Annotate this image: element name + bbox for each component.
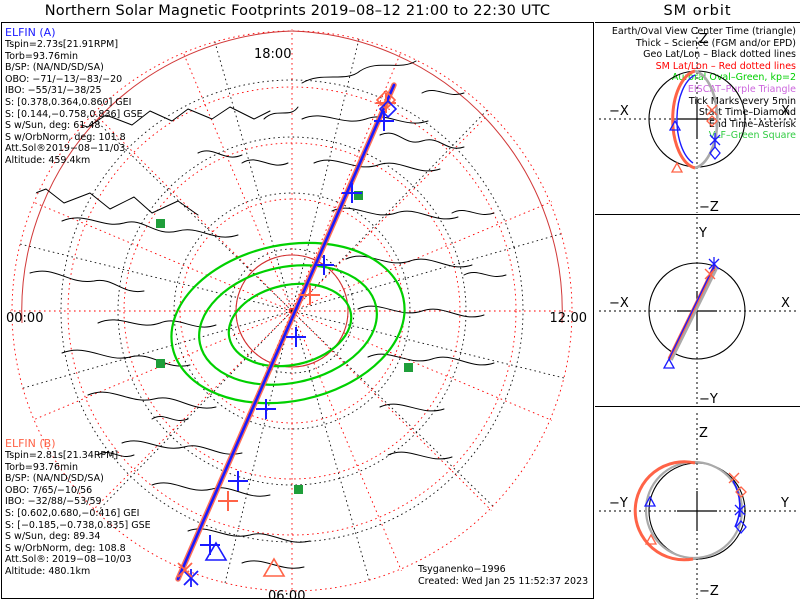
elfin-a-line-s-sun: S w/Sun, deg: 61.48 <box>5 120 101 132</box>
sm-xy-label-top: Y <box>698 226 707 241</box>
legend-item-thick-science: Thick – Science (FGM and/or EPD) <box>635 37 796 49</box>
elfin-b-line-obo: OBO: 7/65/−10/56 <box>5 484 93 496</box>
mlt-label-dawn: 06:00 <box>268 589 306 599</box>
elfin-b-line-tspin: Tspin=2.81s[21.34RPM] <box>5 450 119 461</box>
sm-xz-label-top: Z <box>699 32 708 47</box>
elfin-b-line-attsol: Att.Sol®: 2019−08−10/03 <box>5 554 132 566</box>
elfin-a-tick-marks <box>200 111 394 555</box>
sm-orbit-yz-svg: −Y Y Z −Z <box>599 413 796 599</box>
elfin-a-line-s-gse: S: [0.144,−0.758,0.836] GSE <box>5 108 143 120</box>
plot-legend: Earth/Oval View Center Time (triangle) T… <box>612 26 796 142</box>
sm-orbit-panel-xz: −X X Z −Z <box>595 22 800 215</box>
elfin-a-line-bsp: B/SP: (NA/ND/SD/SA) <box>5 62 104 74</box>
elfin-a-line-s-gei: S: [0.378,0.364,0.860] GEI <box>5 96 132 108</box>
sm-xz-label-bottom: −Z <box>699 200 719 215</box>
elfin-a-line-tspin: Tspin=2.73s[21.91RPM] <box>5 39 119 50</box>
sm-orbit-panel-xy: −X X Y −Y <box>595 214 800 407</box>
legend-item-tick-marks: Tick Marks every 5min <box>688 95 796 107</box>
center-time-triangle-markers <box>204 541 286 577</box>
elfin-a-title: ELFIN (A) <box>5 26 56 39</box>
sm-xy-label-bottom: −Y <box>699 392 718 407</box>
elfin-a-info-block: ELFIN (A) Tspin=2.73s[21.91RPM] Torb=93.… <box>5 26 143 167</box>
elfin-a-line-torb: Torb=93.76min <box>5 50 79 62</box>
legend-item-start-time: Start Time–Diamond <box>698 107 796 119</box>
sm-xy-label-left: −X <box>609 296 629 311</box>
elfin-b-title: ELFIN (B) <box>5 437 56 450</box>
elfin-b-line-bsp: B/SP: (NA/ND/SD/SA) <box>5 473 104 485</box>
elfin-b-line-s-orbnorm: S w/OrbNorm, deg: 108.8 <box>5 542 126 554</box>
sm-xz-label-left: −X <box>609 104 629 119</box>
sm-yz-label-left: −Y <box>609 496 628 511</box>
sm-yz-label-right: Y <box>780 496 789 511</box>
mlt-label-noon: 12:00 <box>549 311 587 326</box>
polar-projection-svg <box>3 23 581 598</box>
elfin-a-lines: Tspin=2.73s[21.91RPM] Torb=93.76min B/SP… <box>5 39 143 167</box>
sm-xy-label-right: X <box>781 296 790 311</box>
sm-yz-label-top: Z <box>699 426 708 441</box>
created-timestamp: Created: Wed Jan 25 11:52:37 2023 <box>418 575 589 587</box>
legend-item-end-time: End Time–Asterisk <box>708 118 796 130</box>
elfin-b-lines: Tspin=2.81s[21.34RPM] Torb=93.76min B/SP… <box>5 450 151 578</box>
sm-orbit-title: SM orbit <box>663 3 732 19</box>
elfin-a-line-altitude: Altitude: 459.4km <box>5 154 91 166</box>
mlt-label-midnight: 00:00 <box>6 311 44 326</box>
elfin-b-line-torb: Torb=93.76min <box>5 461 79 473</box>
main-polar-plot: 00:00 12:00 18:00 06:00 <box>1 22 594 599</box>
credit-block: Tsyganenko−1996 Created: Wed Jan 25 11:5… <box>418 564 588 587</box>
start-time-diamond-markers <box>375 89 398 119</box>
elfin-b-line-altitude: Altitude: 480.1km <box>5 565 91 577</box>
model-name: Tsyganenko−1996 <box>418 564 506 575</box>
end-time-asterisk-markers <box>177 562 199 587</box>
legend-item-geo-grid: Geo Lat/Lon – Black dotted lines <box>643 49 796 61</box>
sm-orbit-panels: −X X Z −Z <box>595 22 800 599</box>
elfin-b-line-s-sun: S w/Sun, deg: 89.34 <box>5 531 101 543</box>
page-title: Northern Solar Magnetic Footprints 2019–… <box>44 3 551 19</box>
sm-orbit-xz-svg: −X X Z −Z <box>599 27 796 215</box>
vlf-square-markers <box>156 191 413 494</box>
mlt-label-dusk: 18:00 <box>254 47 292 62</box>
legend-item-auroral-oval: Auroral Oval–Green, kp=2 <box>671 72 796 84</box>
elfin-b-line-s-gei: S: [0.602,0.680,−0.416] GEI <box>5 507 140 519</box>
elfin-a-line-obo: OBO: −71/−13/−83/−20 <box>5 73 123 85</box>
elfin-b-line-ibo: IBO: −32/88/−53/59 <box>5 496 102 508</box>
polar-canvas: 00:00 12:00 18:00 06:00 <box>2 23 593 598</box>
legend-item-eiscat: EISCAT–Purple Triangle <box>687 83 796 95</box>
sm-orbit-xy-svg: −X X Y −Y <box>599 217 796 407</box>
legend-item-center-time: Earth/Oval View Center Time (triangle) <box>611 26 796 37</box>
elfin-a-line-ibo: IBO: −55/31/−38/25 <box>5 85 102 97</box>
elfin-a-line-s-orbnorm: S w/OrbNorm, deg: 101.8 <box>5 131 126 143</box>
elfin-a-line-attsol: Att.Sol®2019−08−11/03 <box>5 143 126 155</box>
legend-item-sm-grid: SM Lat/Lon – Red dotted lines <box>655 60 796 72</box>
sm-yz-label-bottom: −Z <box>699 584 719 599</box>
elfin-b-info-block: ELFIN (B) Tspin=2.81s[21.34RPM] Torb=93.… <box>5 437 151 578</box>
legend-item-vlf: VLF–Green Square <box>708 130 796 142</box>
elfin-b-line-s-gse: S: [−0.185,−0.738,0.835] GSE <box>5 519 151 531</box>
sm-orbit-panel-yz: −Y Y Z −Z <box>595 406 800 599</box>
sm-xz-label-right: X <box>781 104 790 119</box>
